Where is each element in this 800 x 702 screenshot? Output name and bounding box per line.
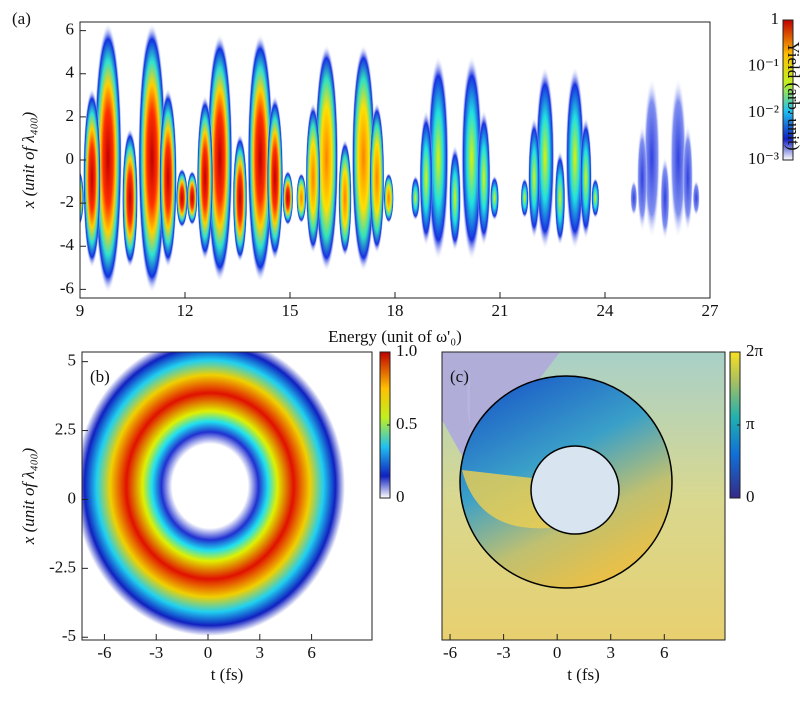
blob [535,66,555,250]
y-axis-label: x (unit of λ₄₀₀) [19,447,38,545]
blob [94,23,122,293]
x-tick-label: 15 [282,301,299,320]
blob [206,33,233,283]
panel-label: (c) [450,367,469,386]
blob [554,150,566,246]
y-tick-label: 0 [66,149,75,168]
y-tick-label: 4 [66,63,75,82]
blob [159,88,177,268]
x-tick-label: -6 [443,643,457,662]
x-tick-label: 9 [76,301,85,320]
x-tick-label: 0 [204,643,213,662]
colorbar-tick-label: 0 [396,487,405,506]
blob [565,66,585,250]
blob [520,177,529,219]
blob [528,116,541,240]
plot-frame [81,351,373,641]
x-tick-label: 27 [702,301,720,320]
y-tick-label: 2.5 [55,419,76,438]
x-tick-label: 21 [492,301,509,320]
blob [591,177,600,219]
blob [669,77,687,239]
x-tick-label: -6 [97,643,111,662]
x-tick-label: 6 [307,643,316,662]
panel-label: (a) [12,9,31,28]
colorbar-tick-label: 10⁻¹ [748,56,779,75]
y-tick-label: -4 [60,235,75,254]
x-tick-label: -3 [497,643,511,662]
blob [80,169,84,227]
y-axis-label: x (unit of λ₄₀₀) [19,111,38,209]
blob [636,124,648,232]
blob [186,170,198,226]
x-tick-label: 3 [256,643,265,662]
heatmap-b [82,352,345,636]
y-tick-label: -2.5 [49,557,76,576]
colorbar-tick-label: 0 [746,487,755,506]
y-tick-label: 5 [68,351,77,370]
y-tick-label: 0 [68,488,77,507]
blob [232,133,248,263]
blob [266,95,284,261]
blob [682,124,694,232]
colorbar-tick-label: 10⁻³ [748,149,779,168]
colorbar-tick-label: 1.0 [396,341,417,360]
blob [122,128,138,268]
blob [630,180,638,216]
colorbar-tick-label: 0.5 [396,414,417,433]
blob [338,139,352,257]
colorbar-tick-label: 2π [746,341,764,360]
colorbar-label: Yield (arb. unit) [784,41,800,150]
y-tick-label: -2 [60,192,74,211]
blob [419,109,433,247]
blob [83,88,101,268]
x-tick-label: 3 [606,643,615,662]
colorbar [782,19,794,161]
x-tick-label: 18 [387,301,404,320]
y-tick-label: 2 [66,106,75,125]
blob [660,156,670,240]
blob [196,95,214,261]
y-tick-label: -6 [60,278,74,297]
blob [692,180,700,216]
blob [579,116,592,240]
x-tick-label: 6 [660,643,669,662]
y-tick-label: -5 [62,626,76,645]
blob [296,172,307,224]
blob [282,170,294,226]
x-tick-label: 0 [553,643,562,662]
blob [489,175,500,221]
blob [383,172,394,224]
blob [305,102,321,254]
blob [138,23,166,293]
blob [369,102,385,254]
colorbar-tick-label: π [746,414,755,433]
heatmap-c [442,352,725,640]
blob [314,44,339,272]
y-tick-label: 6 [66,20,75,39]
x-tick-label: -3 [149,643,163,662]
panel-label: (b) [90,367,110,386]
x-tick-label: 12 [177,301,194,320]
x-axis-label: t (fs) [567,665,600,684]
blob [643,77,661,239]
x-axis-label: t (fs) [211,665,244,684]
plot-frame [441,351,726,641]
x-axis-label: Energy (unit of ω'₀) [328,327,462,346]
blob [448,144,462,252]
blob [477,109,491,247]
blob [427,55,449,261]
blob [247,33,274,283]
colorbar-tick-label: 10⁻² [748,102,779,121]
blob [176,168,188,228]
blob [410,175,421,221]
x-tick-label: 24 [597,301,615,320]
colorbar-tick-label: 1 [771,9,780,28]
heatmap-a [80,23,700,293]
blob [351,44,376,272]
blob [461,55,483,261]
